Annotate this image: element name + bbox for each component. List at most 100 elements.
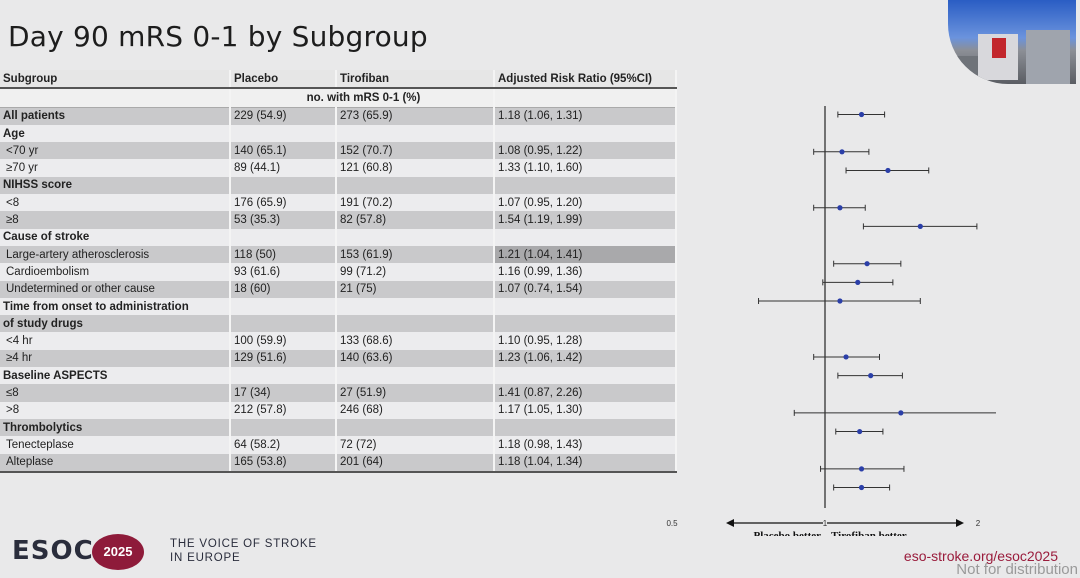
- cell-placebo: [230, 418, 337, 437]
- units-label: no. with mRS 0-1 (%): [230, 88, 495, 108]
- table-row: ≥4 hr 129 (51.6) 140 (63.6) 1.23 (1.06, 1.4…: [0, 349, 677, 368]
- cell-placebo: 64 (58.2): [230, 436, 337, 454]
- point-estimate: [855, 279, 861, 285]
- cell-risk-ratio: 1.08 (0.95, 1.22): [494, 142, 677, 160]
- table-row: Time from onset to administration: [0, 297, 677, 316]
- table-row: Thrombolytics: [0, 418, 677, 437]
- cell-subgroup: Baseline ASPECTS: [0, 367, 231, 385]
- cell-risk-ratio: 1.21 (1.04, 1.41): [494, 245, 677, 264]
- table-row: All patients 229 (54.9) 273 (65.9) 1.18 (1.…: [0, 107, 677, 125]
- subgroup-table: Subgroup Placebo Tirofiban Adjusted Risk…: [0, 70, 677, 473]
- cell-risk-ratio: 1.18 (1.06, 1.31): [494, 107, 677, 125]
- slide-title: Day 90 mRS 0-1 by Subgroup: [8, 20, 428, 53]
- cell-tirofiban: 133 (68.6): [336, 332, 495, 350]
- table-row: Baseline ASPECTS: [0, 367, 677, 385]
- cell-tirofiban: 27 (51.9): [336, 384, 495, 402]
- arrowhead-left: [726, 519, 734, 527]
- cell-tirofiban: 153 (61.9): [336, 245, 495, 264]
- cell-placebo: 100 (59.9): [230, 332, 337, 350]
- cell-risk-ratio: 1.07 (0.74, 1.54): [494, 280, 677, 298]
- point-estimate: [868, 373, 874, 379]
- cell-placebo: 129 (51.6): [230, 349, 337, 368]
- cell-risk-ratio: [494, 367, 677, 385]
- cell-risk-ratio: 1.10 (0.95, 1.28): [494, 332, 677, 350]
- table-row: >8 212 (57.8) 246 (68) 1.17 (1.05, 1.30): [0, 401, 677, 419]
- point-estimate: [857, 428, 863, 435]
- cell-placebo: [230, 315, 337, 333]
- cell-risk-ratio: 1.17 (1.05, 1.30): [494, 401, 677, 419]
- cell-tirofiban: [336, 367, 495, 385]
- cell-risk-ratio: [494, 228, 677, 246]
- cell-subgroup: ≤8: [0, 384, 231, 402]
- cell-tirofiban: [336, 124, 495, 143]
- cell-subgroup: Age: [0, 124, 231, 143]
- col-header-risk-ratio: Adjusted Risk Ratio (95%CI): [494, 70, 677, 90]
- table-row: <70 yr 140 (65.1) 152 (70.7) 1.08 (0.95, 1.…: [0, 142, 677, 160]
- tick-label: 2: [976, 519, 981, 528]
- table-row: of study drugs: [0, 315, 677, 333]
- cell-tirofiban: 191 (70.2): [336, 194, 495, 212]
- cell-subgroup: of study drugs: [0, 315, 231, 333]
- point-estimate: [898, 410, 904, 416]
- cell-tirofiban: 21 (75): [336, 280, 495, 298]
- cell-tirofiban: 246 (68): [336, 401, 495, 419]
- tick-label: 1: [823, 519, 828, 528]
- footer-url[interactable]: eso-stroke.org/esoc2025: [903, 548, 1058, 564]
- cell-subgroup: All patients: [0, 107, 231, 125]
- table-row: Cardioembolism 93 (61.6) 99 (71.2) 1.16 (0.…: [0, 263, 677, 281]
- table-row: ≤8 17 (34) 27 (51.9) 1.41 (0.87, 2.26): [0, 384, 677, 402]
- col-header-tirofiban: Tirofiban: [336, 70, 495, 90]
- tagline: THE VOICE OF STROKE IN EUROPE: [170, 538, 317, 564]
- table-row: ≥70 yr 89 (44.1) 121 (60.8) 1.33 (1.10, 1.6…: [0, 159, 677, 177]
- cell-subgroup: ≥4 hr: [0, 349, 231, 368]
- cell-placebo: 93 (61.6): [230, 263, 337, 281]
- cell-placebo: [230, 297, 337, 316]
- point-estimate: [864, 261, 870, 267]
- units-row: no. with mRS 0-1 (%): [0, 88, 677, 108]
- cell-tirofiban: 140 (63.6): [336, 349, 495, 368]
- cell-subgroup: Time from onset to administration: [0, 297, 231, 316]
- forest-plot: 0.5 1 2 Placebo better Tirofiban better: [666, 106, 996, 536]
- cell-subgroup: Tenecteplase: [0, 436, 231, 454]
- cell-tirofiban: 99 (71.2): [336, 263, 495, 281]
- cell-risk-ratio: 1.54 (1.19, 1.99): [494, 211, 677, 229]
- point-estimate: [837, 205, 843, 211]
- point-estimate: [917, 223, 923, 229]
- cell-tirofiban: 152 (70.7): [336, 142, 495, 160]
- point-estimate: [858, 466, 865, 472]
- table-row: Age: [0, 124, 677, 143]
- cell-subgroup: <8: [0, 194, 231, 212]
- esoc-logo: ESOC: [12, 536, 94, 566]
- cell-risk-ratio: 1.18 (1.04, 1.34): [494, 453, 677, 473]
- table-row: Undetermined or other cause 18 (60) 21 (75…: [0, 280, 677, 298]
- cell-placebo: 118 (50): [230, 245, 337, 264]
- table-row: Alteplase 165 (53.8) 201 (64) 1.18 (1.04, 1…: [0, 453, 677, 473]
- cell-risk-ratio: 1.16 (0.99, 1.36): [494, 263, 677, 281]
- table-row: <8 176 (65.9) 191 (70.2) 1.07 (0.95, 1.20): [0, 194, 677, 212]
- cell-tirofiban: 82 (57.8): [336, 211, 495, 229]
- cell-placebo: 18 (60): [230, 280, 337, 298]
- cell-placebo: 229 (54.9): [230, 107, 337, 125]
- table-row: Tenecteplase 64 (58.2) 72 (72) 1.18 (0.98, …: [0, 436, 677, 454]
- cell-placebo: [230, 124, 337, 143]
- cell-subgroup: ≥8: [0, 211, 231, 229]
- tick-label: 0.5: [666, 519, 678, 528]
- cell-risk-ratio: [494, 418, 677, 437]
- cell-tirofiban: [336, 228, 495, 246]
- cell-subgroup: <70 yr: [0, 142, 231, 160]
- cell-risk-ratio: 1.18 (0.98, 1.43): [494, 436, 677, 454]
- cell-tirofiban: [336, 315, 495, 333]
- cell-risk-ratio: 1.33 (1.10, 1.60): [494, 159, 677, 177]
- cell-tirofiban: 273 (65.9): [336, 107, 495, 125]
- year-badge: 2025: [92, 534, 144, 570]
- cell-risk-ratio: [494, 176, 677, 195]
- cell-tirofiban: [336, 297, 495, 316]
- cell-subgroup: Alteplase: [0, 453, 231, 473]
- col-header-placebo: Placebo: [230, 70, 337, 90]
- label-placebo-better: Placebo better: [754, 530, 822, 536]
- col-header-subgroup: Subgroup: [0, 70, 231, 90]
- cell-placebo: 89 (44.1): [230, 159, 337, 177]
- table-row: ≥8 53 (35.3) 82 (57.8) 1.54 (1.19, 1.99): [0, 211, 677, 229]
- table-row: Cause of stroke: [0, 228, 677, 246]
- point-estimate: [858, 111, 865, 118]
